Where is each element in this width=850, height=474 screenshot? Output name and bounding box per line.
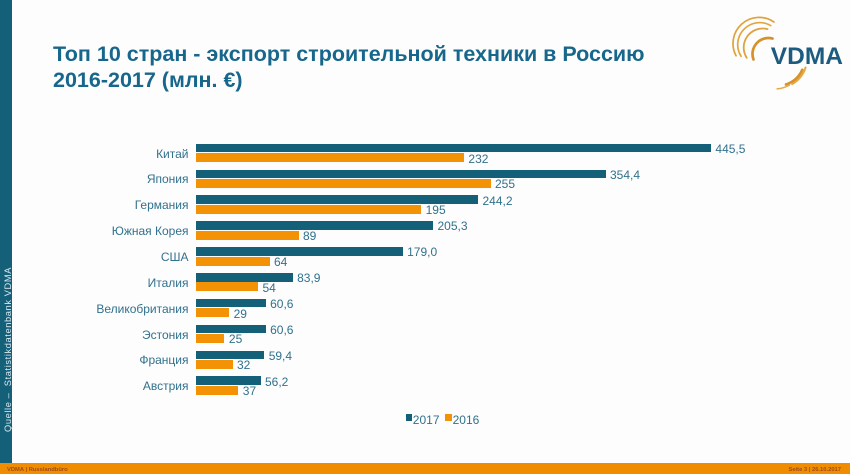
svg-text:VDMA: VDMA [771, 43, 843, 70]
